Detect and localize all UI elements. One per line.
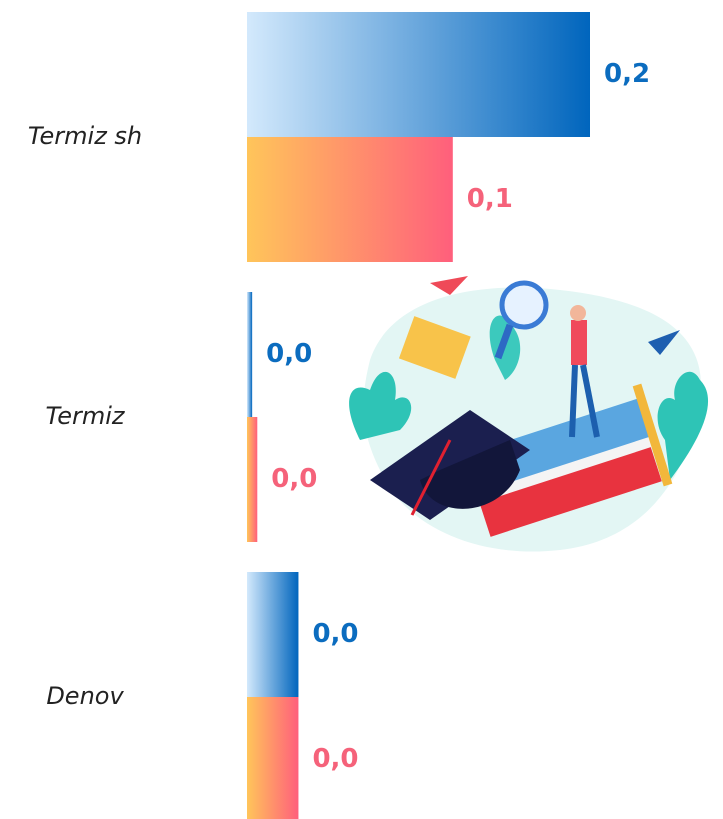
value-label: 0,1	[467, 184, 513, 214]
illustration	[349, 276, 709, 552]
bar	[247, 137, 453, 262]
category-label: Termiz sh	[28, 122, 142, 150]
bar	[247, 417, 258, 542]
bar	[247, 697, 299, 819]
value-label: 0,0	[312, 619, 358, 649]
bar	[247, 12, 590, 137]
value-label: 0,2	[604, 59, 650, 89]
bar	[247, 572, 299, 697]
value-label: 0,0	[266, 339, 312, 369]
category-label: Termiz	[46, 402, 126, 430]
value-label: 0,0	[312, 744, 358, 774]
category-label: Denov	[46, 682, 124, 710]
bar	[247, 292, 253, 417]
value-label: 0,0	[271, 464, 317, 494]
